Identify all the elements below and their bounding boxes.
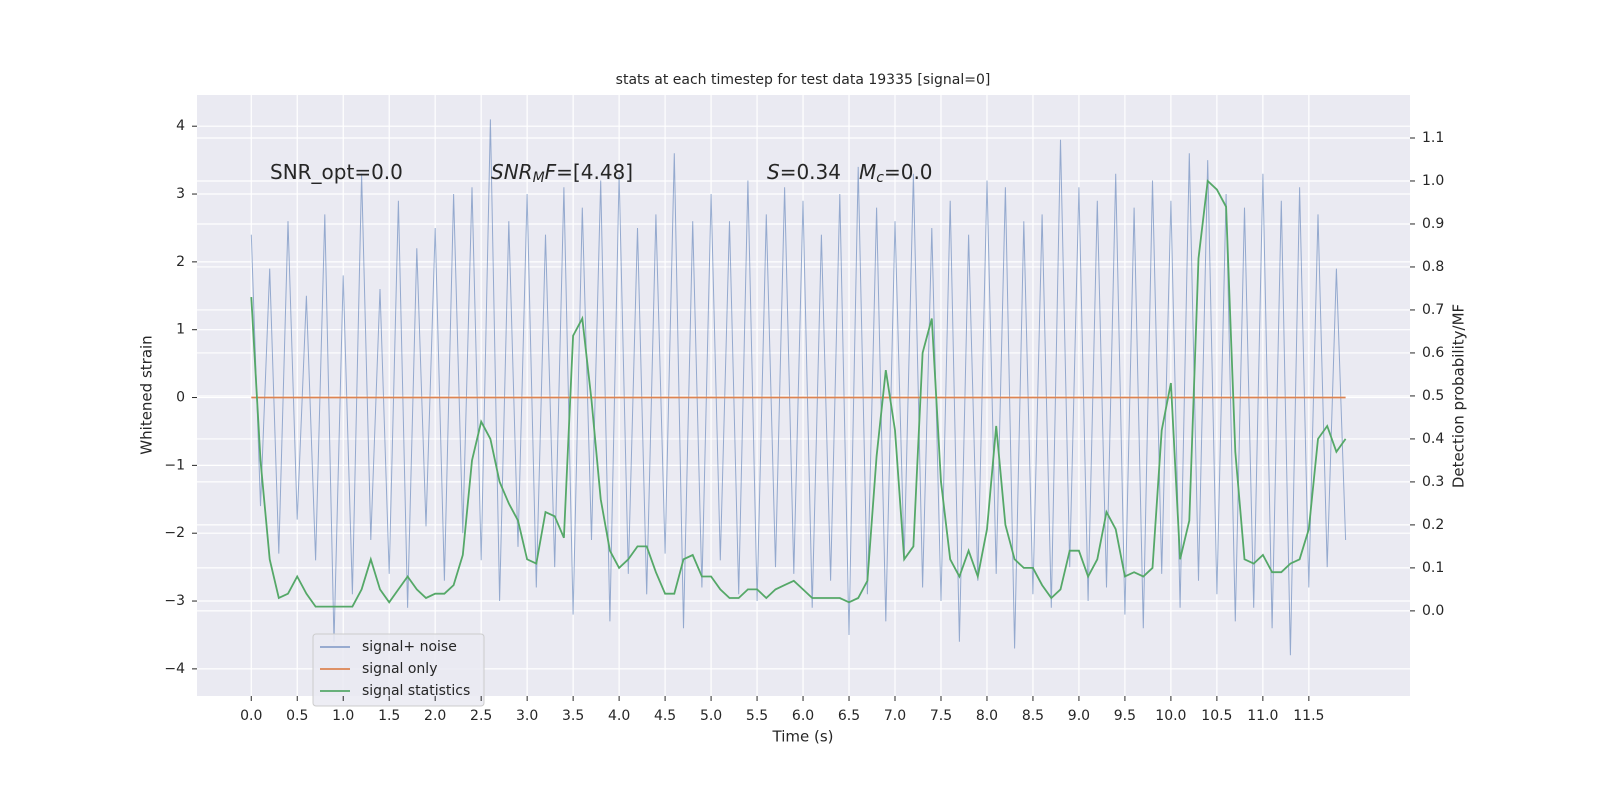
- x-tick-label: 10.0: [1155, 708, 1186, 724]
- x-tick-label: 9.0: [1068, 708, 1090, 724]
- annotation-part: S: [767, 160, 780, 184]
- y-tick-label: 3: [176, 186, 185, 202]
- x-tick-label: 8.5: [1022, 708, 1044, 724]
- annotation: SNRMF=[4.48]: [491, 160, 633, 187]
- annotation-part: =0.0: [884, 160, 933, 184]
- y2-tick-label: 1.0: [1422, 173, 1444, 189]
- legend-box: [312, 633, 485, 707]
- x-tick-label: 0.0: [240, 708, 262, 724]
- x-tick-label: 1.5: [378, 708, 400, 724]
- x-tick-label: 2.0: [424, 708, 446, 724]
- y2-tick-label: 0.8: [1422, 259, 1444, 275]
- x-tick-label: 10.5: [1201, 708, 1232, 724]
- x-tick-label: 9.5: [1114, 708, 1136, 724]
- legend-label: signal only: [362, 661, 437, 677]
- annotation-part: M: [859, 160, 876, 184]
- series-line: [250, 119, 1347, 656]
- y2-tick-label: 0.0: [1422, 603, 1444, 619]
- annotation-part: SNR_opt=0.0: [270, 160, 403, 184]
- annotation: SNR_opt=0.0: [270, 160, 403, 184]
- x-tick-label: 3.5: [562, 708, 584, 724]
- x-tick-label: 2.5: [470, 708, 492, 724]
- y-tick-label: −3: [164, 593, 185, 609]
- y2-tick-label: 0.4: [1422, 431, 1444, 447]
- annotation: Mc=0.0: [859, 160, 933, 187]
- y-tick-label: 2: [176, 254, 185, 270]
- x-tick-label: 11.5: [1293, 708, 1324, 724]
- legend-label: signal+ noise: [362, 639, 457, 655]
- legend-label: signal statistics: [362, 683, 470, 699]
- y2-tick-label: 0.2: [1422, 517, 1444, 533]
- x-tick-label: 5.5: [746, 708, 768, 724]
- x-tick-label: 4.0: [608, 708, 630, 724]
- x-tick-label: 6.0: [792, 708, 814, 724]
- y2-axis-label: Detection probability/MF: [1450, 304, 1468, 488]
- y2-tick-label: 0.1: [1422, 560, 1444, 576]
- annotation-part: =[4.48]: [556, 160, 633, 184]
- chart-title: stats at each timestep for test data 193…: [616, 72, 991, 88]
- annotation: S=0.34: [767, 160, 841, 184]
- x-tick-label: 4.5: [654, 708, 676, 724]
- y-tick-label: 0: [176, 390, 185, 406]
- y2-tick-label: 0.7: [1422, 302, 1444, 318]
- annotation-part: SNR: [491, 160, 533, 184]
- y2-tick-label: 0.9: [1422, 216, 1444, 232]
- y-axis-label: Whitened strain: [138, 335, 156, 454]
- y-tick-label: 4: [176, 118, 185, 134]
- annotation-part: F: [545, 160, 557, 184]
- x-tick-label: 11.0: [1247, 708, 1278, 724]
- y2-tick-label: 0.3: [1422, 474, 1444, 490]
- annotation-part: M: [533, 170, 545, 186]
- series-line: [250, 179, 1347, 608]
- y2-tick-label: 1.1: [1422, 130, 1444, 146]
- y2-tick-label: 0.6: [1422, 345, 1444, 361]
- annotation-part: =0.34: [780, 160, 841, 184]
- x-tick-label: 3.0: [516, 708, 538, 724]
- y2-tick-label: 0.5: [1422, 388, 1444, 404]
- y-tick-label: −1: [164, 457, 185, 473]
- x-tick-label: 7.0: [884, 708, 906, 724]
- y-tick-label: 1: [176, 322, 185, 338]
- y-tick-label: −4: [164, 661, 185, 677]
- x-tick-label: 8.0: [976, 708, 998, 724]
- annotation-part: c: [876, 170, 884, 186]
- x-tick-label: 6.5: [838, 708, 860, 724]
- y-tick-label: −2: [164, 525, 185, 541]
- x-tick-label: 0.5: [286, 708, 308, 724]
- x-tick-label: 1.0: [332, 708, 354, 724]
- x-axis-label: Time (s): [772, 728, 834, 746]
- legend: signal+ noise signal only signal statistic…: [312, 633, 485, 707]
- x-tick-label: 5.0: [700, 708, 722, 724]
- x-tick-label: 7.5: [930, 708, 952, 724]
- marks: [250, 119, 1347, 656]
